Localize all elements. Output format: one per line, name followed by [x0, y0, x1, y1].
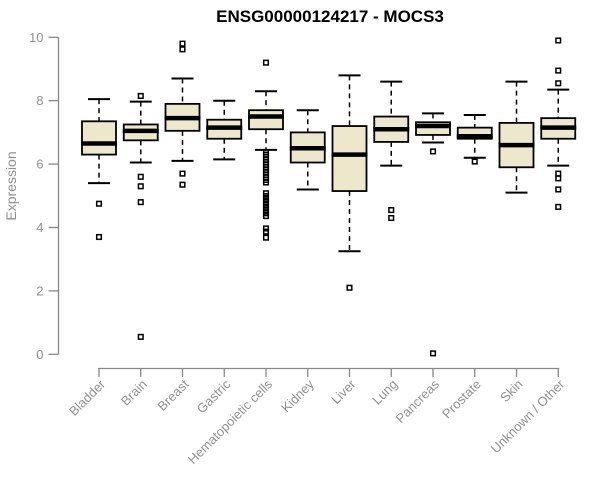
outlier-point	[137, 173, 144, 180]
outlier-point	[179, 181, 186, 188]
outlier-point	[346, 284, 353, 291]
iqr-box	[331, 125, 368, 192]
outlier-point	[555, 175, 562, 182]
x-axis-category-label: Skin	[497, 377, 525, 405]
outlier-point	[179, 170, 186, 177]
outlier-point	[471, 158, 478, 165]
chart-title: ENSG00000124217 - MOCS3	[216, 7, 444, 26]
outlier-point	[429, 350, 437, 357]
x-axis-category-label: Bladder	[66, 376, 109, 419]
box-group	[248, 59, 284, 241]
iqr-box	[81, 120, 117, 156]
box-group	[540, 37, 577, 210]
x-axis-category-label: Gastric	[194, 376, 234, 416]
outlier-point	[137, 183, 144, 190]
outlier-point	[429, 148, 437, 155]
box-group	[456, 113, 493, 165]
outlier-point	[555, 67, 562, 74]
outlier-point	[555, 80, 562, 87]
outlier-point	[262, 213, 270, 220]
iqr-box	[248, 109, 284, 131]
outlier-point	[262, 228, 270, 235]
y-axis-tick-label: 10	[29, 30, 43, 45]
outlier-point	[95, 200, 103, 207]
box-group	[289, 109, 326, 191]
x-axis-category-label: Kidney	[278, 376, 317, 415]
y-axis-tick-label: 8	[36, 93, 43, 108]
y-axis-tick-label: 2	[36, 283, 43, 298]
outlier-point	[262, 59, 270, 66]
box-group	[415, 112, 451, 357]
box-group	[81, 98, 117, 241]
boxes-layer	[81, 37, 577, 357]
iqr-box	[456, 126, 493, 140]
box-group	[206, 99, 243, 161]
outlier-point	[179, 46, 186, 53]
y-axis-tick-label: 6	[36, 157, 43, 172]
outlier-point	[262, 234, 270, 241]
x-axis-category-label: Prostate	[439, 377, 484, 422]
x-axis-category-label: Liver	[328, 376, 359, 407]
x-axis-category-label: Pancreas	[393, 376, 443, 426]
box-group	[164, 40, 201, 188]
outlier-point	[262, 225, 270, 232]
y-axis-tick-label: 4	[36, 220, 43, 235]
outlier-point	[179, 40, 186, 47]
x-axis-category-label: Breast	[154, 376, 191, 413]
y-axis-title: Expression	[3, 151, 19, 220]
box-group	[373, 80, 410, 222]
outlier-point	[555, 37, 562, 44]
box-group	[498, 80, 535, 194]
x-axis-category-label: Lung	[369, 377, 400, 408]
y-axis-tick-label: 0	[36, 347, 43, 362]
outlier-point	[388, 207, 395, 214]
x-axis-category-label: Unknown / Other	[488, 376, 568, 456]
box-group	[331, 74, 368, 291]
outlier-point	[555, 186, 562, 193]
x-axis-category-label: Brain	[118, 377, 150, 409]
outlier-point	[137, 92, 144, 99]
outlier-point	[137, 333, 144, 340]
outlier-point	[388, 214, 395, 222]
outlier-point	[555, 170, 562, 177]
outlier-point	[555, 203, 562, 210]
outlier-point	[95, 233, 103, 241]
box-group	[122, 92, 159, 340]
outlier-point	[262, 179, 270, 186]
outlier-point	[137, 199, 144, 206]
